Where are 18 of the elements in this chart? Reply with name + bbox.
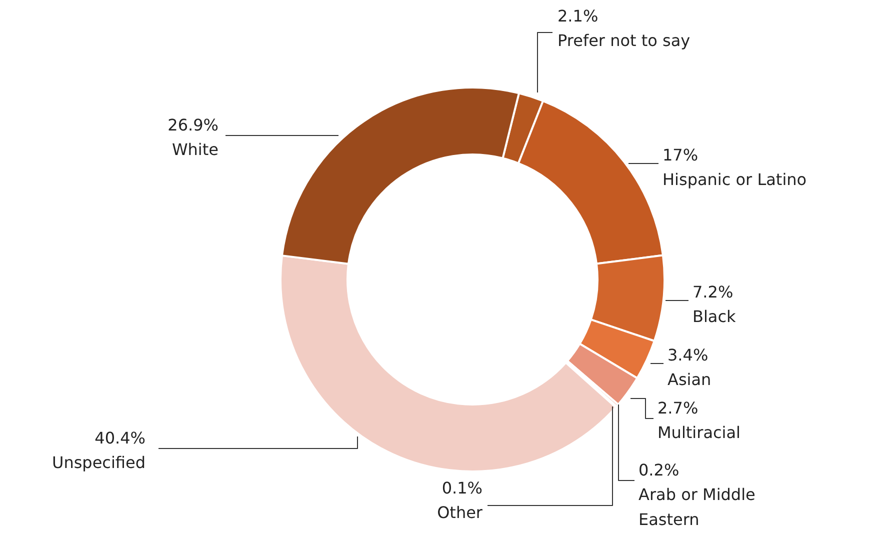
data-label: 26.9% <box>168 116 218 134</box>
slice-label: Other <box>437 503 483 522</box>
slice-label: Prefer not to say <box>558 31 690 50</box>
slice-label: Multiracial <box>658 423 740 442</box>
data-label: 0.1% <box>442 478 483 498</box>
data-label: 0.2% <box>638 460 680 480</box>
data-label: 7.2% <box>692 282 734 302</box>
slice-label: White <box>172 140 219 160</box>
slice-label: Hispanic or Latino <box>662 170 807 190</box>
slice-label: Unspecified <box>52 453 146 472</box>
slice-label: Arab or Middle Eastern <box>638 485 756 529</box>
data-label: 17% <box>662 146 698 164</box>
data-label: 2.1% <box>558 6 598 26</box>
slice-label: Asian <box>668 370 712 390</box>
data-label: 3.4% <box>668 346 708 364</box>
data-label: 40.4% <box>94 428 146 448</box>
data-label: 2.7% <box>658 398 698 418</box>
slice-label: Black <box>692 307 737 326</box>
